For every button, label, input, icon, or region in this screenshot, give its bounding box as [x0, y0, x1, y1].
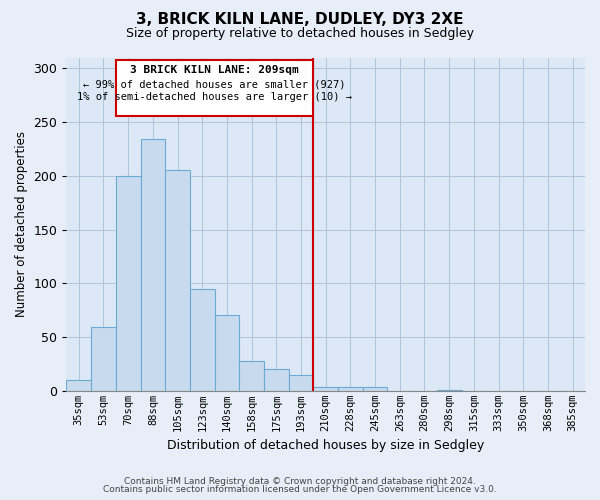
Y-axis label: Number of detached properties: Number of detached properties: [15, 131, 28, 317]
Text: Contains public sector information licensed under the Open Government Licence v3: Contains public sector information licen…: [103, 485, 497, 494]
Text: 1% of semi-detached houses are larger (10) →: 1% of semi-detached houses are larger (1…: [77, 92, 352, 102]
FancyBboxPatch shape: [116, 60, 313, 116]
X-axis label: Distribution of detached houses by size in Sedgley: Distribution of detached houses by size …: [167, 440, 484, 452]
Text: ← 99% of detached houses are smaller (927): ← 99% of detached houses are smaller (92…: [83, 79, 346, 89]
Bar: [165, 170, 190, 391]
Bar: [140, 139, 165, 391]
Text: 3, BRICK KILN LANE, DUDLEY, DY3 2XE: 3, BRICK KILN LANE, DUDLEY, DY3 2XE: [136, 12, 464, 28]
Bar: [190, 288, 215, 391]
Bar: [91, 328, 116, 391]
Bar: [215, 314, 239, 391]
Bar: [264, 370, 289, 391]
Bar: [313, 386, 338, 391]
Text: Size of property relative to detached houses in Sedgley: Size of property relative to detached ho…: [126, 28, 474, 40]
Text: Contains HM Land Registry data © Crown copyright and database right 2024.: Contains HM Land Registry data © Crown c…: [124, 477, 476, 486]
Text: 3 BRICK KILN LANE: 209sqm: 3 BRICK KILN LANE: 209sqm: [130, 65, 299, 75]
Bar: [437, 390, 461, 391]
Bar: [116, 176, 140, 391]
Bar: [67, 380, 91, 391]
Bar: [239, 361, 264, 391]
Bar: [363, 386, 388, 391]
Bar: [289, 375, 313, 391]
Bar: [338, 386, 363, 391]
